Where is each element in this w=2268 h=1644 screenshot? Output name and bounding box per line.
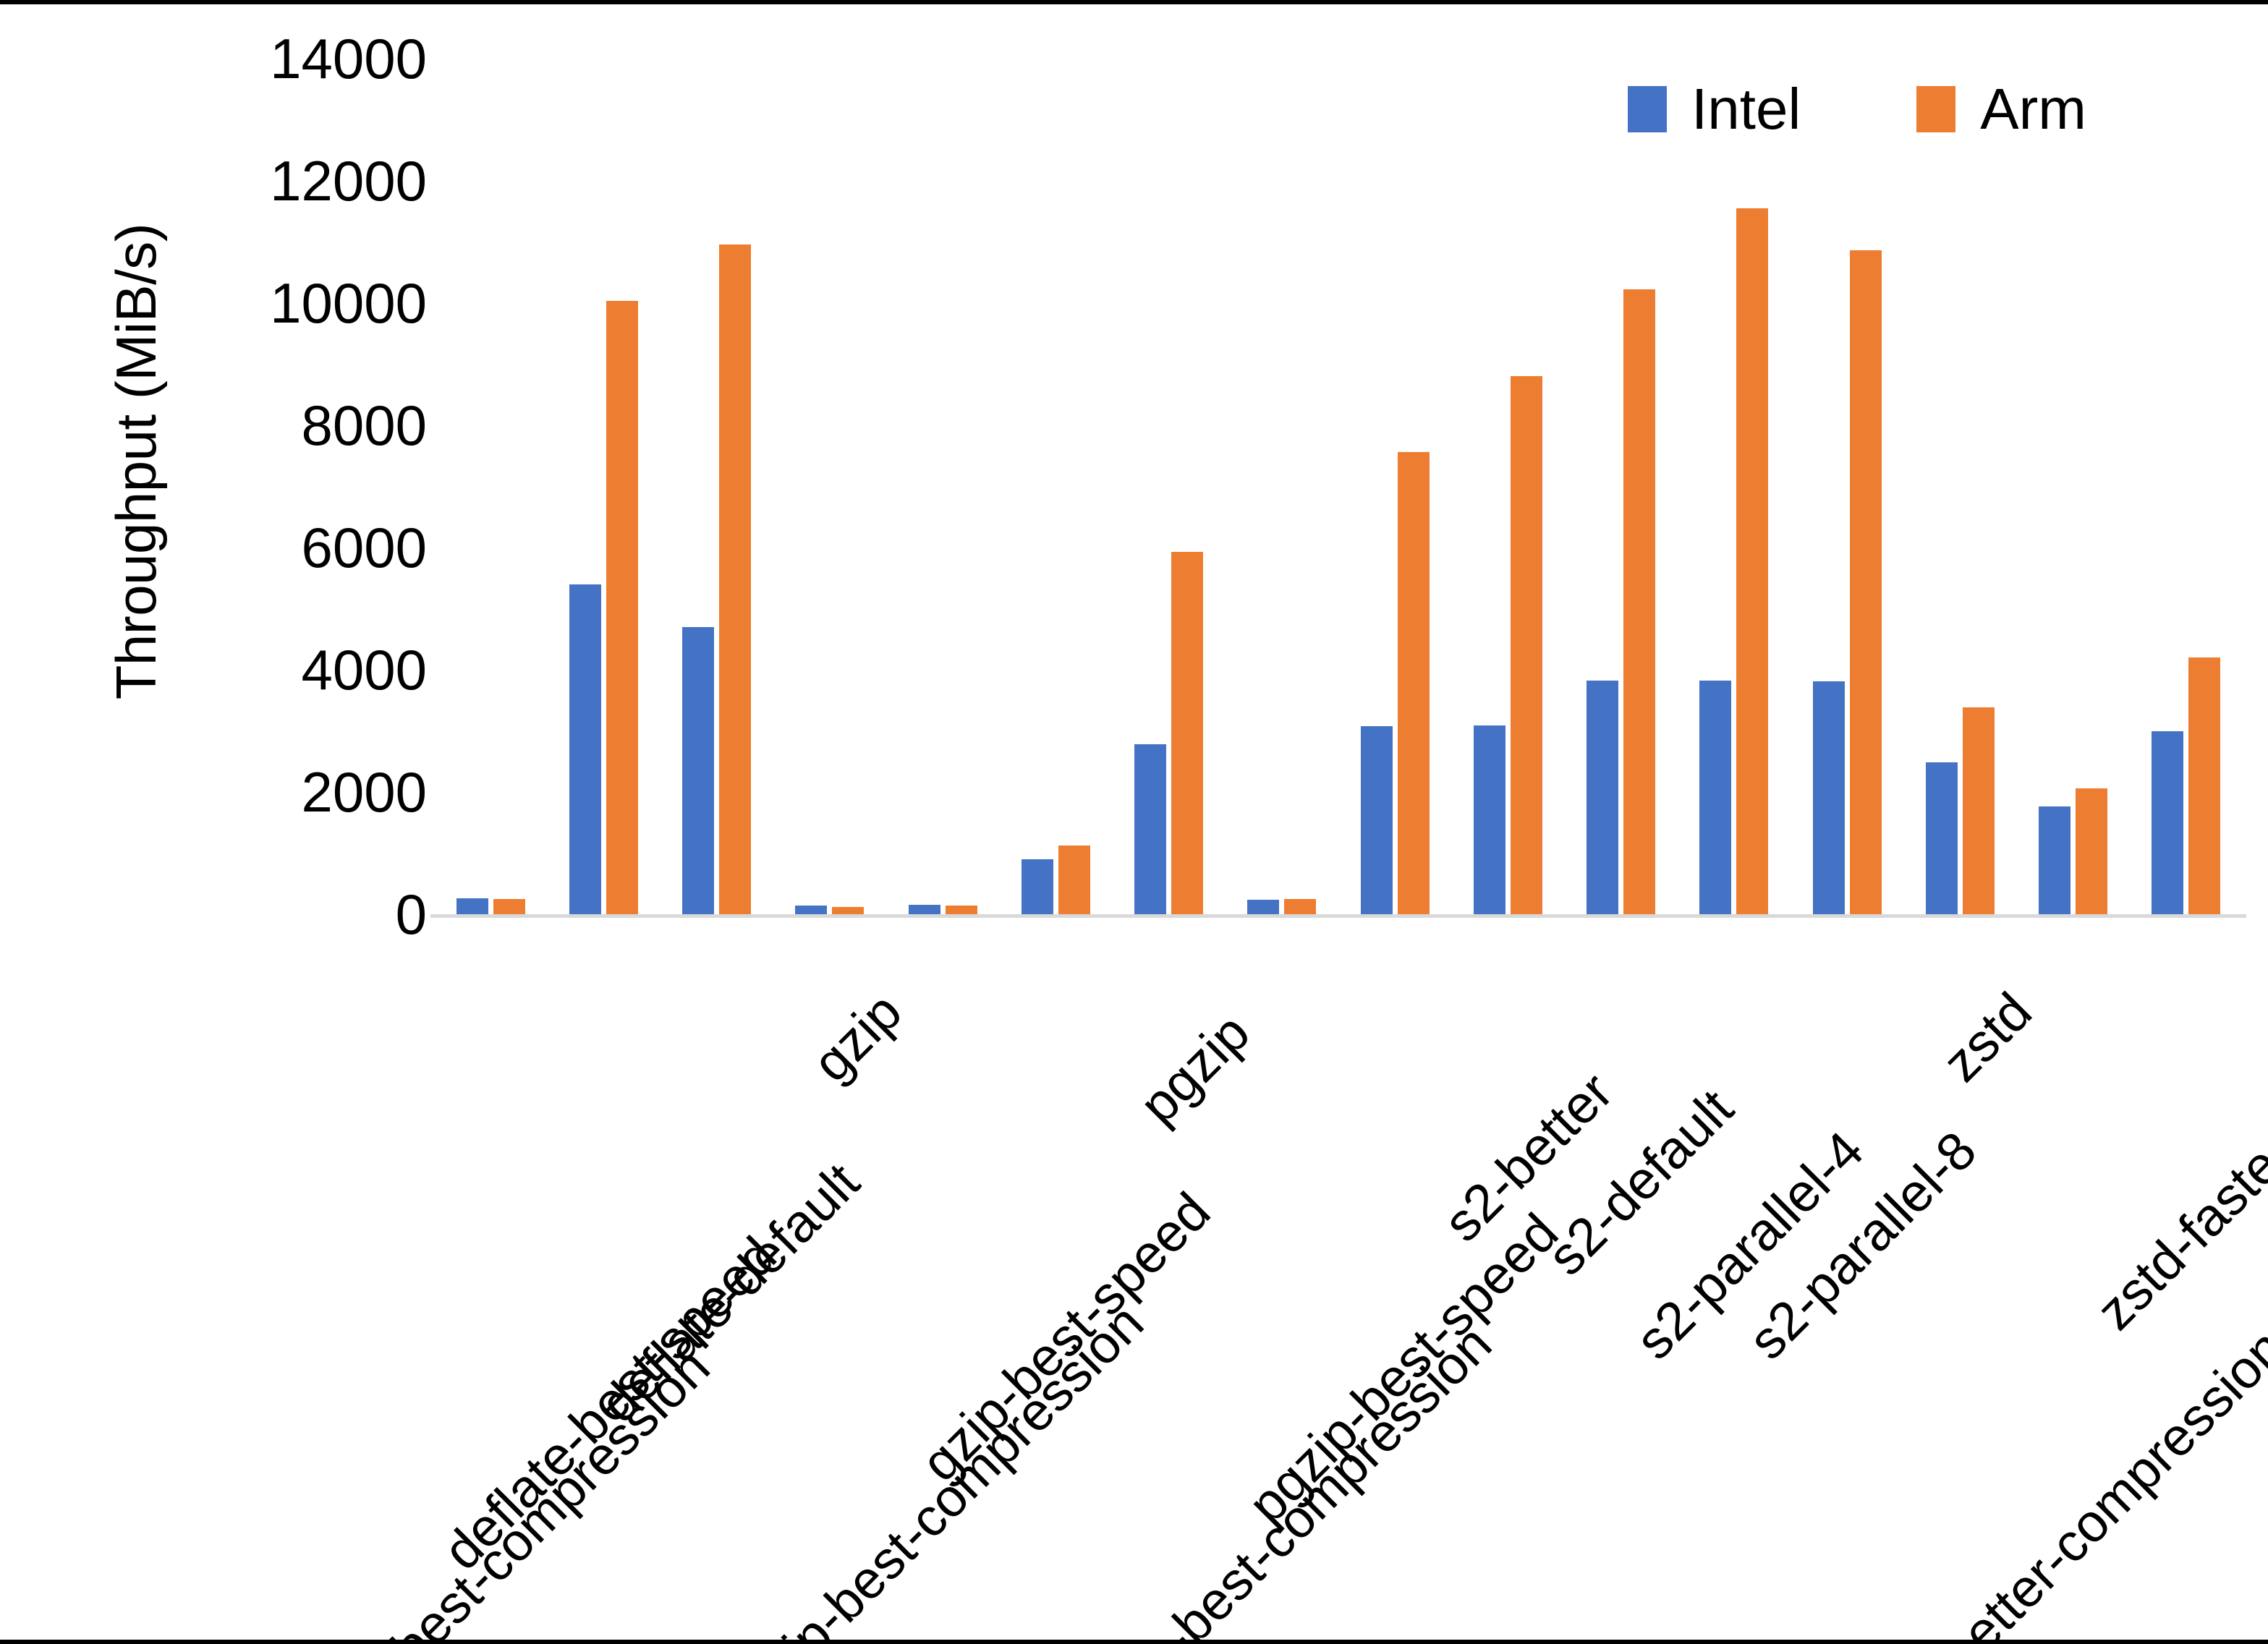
bar-intel[interactable] — [1925, 762, 1958, 914]
x-axis-category-label-text: zstd-better-compression — [1847, 1317, 2268, 1644]
bar-intel[interactable] — [1134, 744, 1167, 914]
bar-arm[interactable] — [2076, 788, 2108, 914]
bar-intel[interactable] — [1473, 725, 1505, 914]
bar-group — [434, 59, 547, 914]
y-axis-tick-label: 10000 — [270, 271, 427, 335]
legend-entry-arm[interactable]: Arm — [1916, 80, 2086, 138]
plot-area — [430, 59, 2246, 918]
bar-intel[interactable] — [1699, 681, 1732, 914]
bar-intel[interactable] — [908, 905, 940, 914]
bar-group — [1565, 59, 1678, 914]
x-axis-category-label-text: zstd-fastest — [2084, 1105, 2268, 1342]
legend-label: Intel — [1691, 77, 1801, 141]
bar-intel[interactable] — [2152, 731, 2184, 914]
chart-legend: Intel Arm — [1628, 80, 2086, 138]
x-axis-category-labels: deflate-best-compression deflate-best-spe… — [253, 914, 2268, 1640]
bar-group — [773, 59, 886, 914]
bar-group — [1226, 59, 1338, 914]
bar-intel[interactable] — [569, 584, 601, 914]
bar-arm[interactable] — [945, 906, 977, 914]
x-axis-category-label-text: gzip-best-speed — [909, 1180, 1222, 1493]
y-axis-tick-label: 4000 — [301, 638, 427, 702]
bar-arm[interactable] — [1058, 845, 1090, 914]
bar-intel[interactable] — [1247, 899, 1280, 914]
y-axis-tick-label: 12000 — [270, 149, 427, 213]
bar-group — [1678, 59, 1791, 914]
bar-series-layer — [434, 59, 2243, 914]
bar-group — [1113, 59, 1226, 914]
bar-intel[interactable] — [682, 626, 715, 914]
y-axis-tick-label: 8000 — [301, 393, 427, 457]
y-axis-tick-labels: 0 2000 4000 6000 8000 10000 12000 14000 — [145, 4, 427, 945]
bar-intel[interactable] — [2039, 806, 2071, 914]
x-axis-category-label-text: pgzip-best-speed — [1236, 1201, 1570, 1535]
bar-group — [2017, 59, 2130, 914]
bar-group — [886, 59, 999, 914]
bar-arm[interactable] — [1623, 289, 1656, 914]
x-axis-category-label-text: pgzip — [1127, 1002, 1261, 1136]
y-axis-tick-label: 14000 — [270, 27, 427, 90]
bar-intel[interactable] — [1360, 725, 1393, 914]
bar-group — [661, 59, 773, 914]
bar-arm[interactable] — [1284, 898, 1317, 914]
bar-arm[interactable] — [606, 301, 638, 914]
bar-intel[interactable] — [795, 906, 828, 914]
bar-arm[interactable] — [1849, 250, 1882, 914]
legend-swatch-icon — [1916, 86, 1956, 132]
x-axis-category-label-text: deflate-default — [587, 1151, 871, 1434]
x-axis-line — [430, 914, 2246, 918]
bar-arm[interactable] — [493, 898, 525, 914]
bar-arm[interactable] — [719, 244, 752, 914]
y-axis-tick-label: 6000 — [301, 516, 427, 579]
legend-entry-intel[interactable]: Intel — [1628, 80, 1801, 138]
bar-group — [999, 59, 1112, 914]
bar-arm[interactable] — [2188, 657, 2221, 914]
bar-arm[interactable] — [1397, 452, 1430, 914]
bar-intel[interactable] — [456, 898, 488, 914]
bar-group — [1791, 59, 1903, 914]
legend-label: Arm — [1980, 77, 2086, 141]
bar-intel[interactable] — [1021, 859, 1053, 914]
bar-arm[interactable] — [1510, 375, 1542, 914]
bar-intel[interactable] — [1587, 681, 1619, 914]
bar-group — [1338, 59, 1451, 914]
bar-group — [2130, 59, 2243, 914]
bar-arm[interactable] — [832, 906, 865, 914]
bar-group — [1451, 59, 1564, 914]
x-axis-category-label-text: gzip — [801, 981, 913, 1094]
x-axis-category-label: gzip — [801, 914, 980, 1093]
legend-swatch-icon — [1628, 86, 1667, 132]
bar-arm[interactable] — [1171, 551, 1204, 914]
bar-intel[interactable] — [1812, 681, 1845, 914]
bar-group — [1903, 59, 2016, 914]
bar-arm[interactable] — [1962, 707, 1995, 914]
y-axis-tick-label: 2000 — [301, 760, 427, 824]
x-axis-category-label: pgzip — [1128, 914, 1349, 1136]
bar-arm[interactable] — [1736, 208, 1769, 914]
y-axis-tick-label: 0 — [395, 882, 427, 946]
bar-group — [547, 59, 660, 914]
